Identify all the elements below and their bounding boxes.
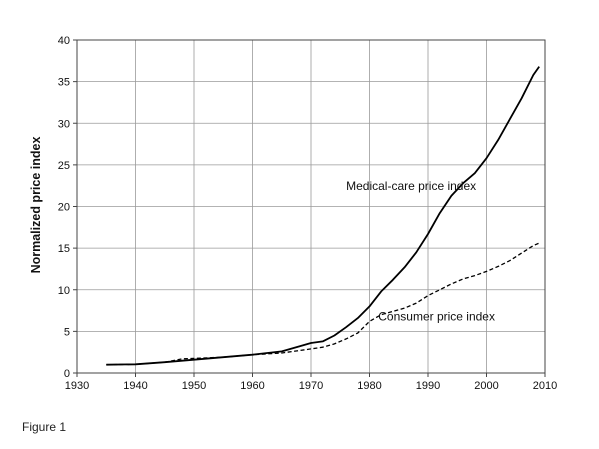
y-tick-label-5: 25: [58, 160, 70, 172]
annotation-layer: Medical-care price index Consumer price i…: [346, 179, 495, 324]
x-tick-label-0: 1930: [65, 380, 89, 392]
x-tick-label-8: 2010: [533, 380, 557, 392]
x-tick-label-1: 1940: [123, 380, 147, 392]
y-tick-label-0: 0: [64, 368, 70, 380]
x-tick-label-4: 1970: [299, 380, 323, 392]
series-line-consumer: [106, 242, 540, 366]
figure-caption: Figure 1: [22, 420, 67, 434]
y-axis-label: Normalized price index: [29, 137, 43, 274]
x-tick-label-2: 1950: [182, 380, 206, 392]
y-tick-label-3: 15: [58, 243, 70, 255]
series-layer: [106, 66, 540, 366]
tick-layer: 1930 1940 1950 1960 1970 1980 1990 2000 2010 0 5 10…: [58, 35, 557, 392]
x-tick-label-7: 2000: [474, 380, 498, 392]
x-tick-label-5: 1980: [357, 380, 381, 392]
y-tick-label-6: 30: [58, 118, 70, 130]
x-tick-label-3: 1960: [240, 380, 264, 392]
y-tick-label-8: 40: [58, 35, 70, 47]
y-tick-label-1: 5: [64, 326, 70, 338]
annotation-consumer: Consumer price index: [378, 310, 495, 324]
x-tick-label-6: 1990: [416, 380, 440, 392]
annotation-medical-care: Medical-care price index: [346, 179, 476, 193]
y-tick-label-2: 10: [58, 285, 70, 297]
y-tick-label-7: 35: [58, 77, 70, 89]
y-tick-label-4: 20: [58, 202, 70, 214]
